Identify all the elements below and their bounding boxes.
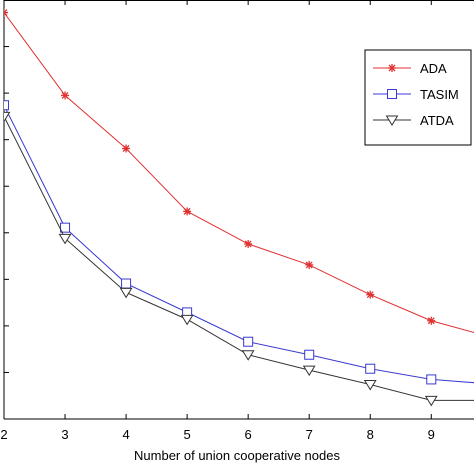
legend-label-tasim: TASIM bbox=[420, 87, 459, 102]
series-tasim bbox=[4, 100, 474, 385]
x-tick-label-3: 3 bbox=[61, 427, 68, 442]
x-tick-label-8: 8 bbox=[367, 427, 374, 442]
legend-item-atda: ATDA bbox=[373, 113, 454, 128]
star-stroke bbox=[4, 11, 8, 17]
star-marker bbox=[122, 144, 131, 153]
star-stroke bbox=[388, 64, 396, 72]
star-stroke bbox=[244, 240, 252, 248]
star-marker bbox=[388, 64, 396, 72]
square-marker bbox=[426, 374, 437, 385]
star-stroke bbox=[122, 145, 130, 152]
triangle-marker bbox=[241, 350, 255, 361]
legend-label-ada: ADA bbox=[420, 61, 447, 76]
star-marker bbox=[4, 8, 8, 17]
legend-item-ada: ADA bbox=[373, 61, 447, 76]
star-stroke bbox=[61, 91, 69, 99]
legend-box bbox=[364, 49, 472, 146]
triangle-marker bbox=[424, 395, 438, 407]
square-marker bbox=[243, 336, 254, 347]
axes bbox=[3, 0, 474, 420]
star-stroke bbox=[4, 9, 8, 14]
square-marker bbox=[304, 349, 315, 360]
legend-item-tasim: TASIM bbox=[373, 87, 459, 102]
square-marker bbox=[60, 222, 71, 233]
square-marker bbox=[387, 89, 397, 99]
star-stroke bbox=[183, 207, 191, 215]
x-tick-label-4: 4 bbox=[122, 427, 129, 442]
x-tick-label-5: 5 bbox=[183, 427, 190, 442]
x-tick-label-7: 7 bbox=[306, 427, 313, 442]
series-ada bbox=[4, 8, 474, 334]
triangle-marker bbox=[302, 365, 316, 377]
star-marker bbox=[305, 260, 314, 269]
star-marker bbox=[61, 91, 70, 100]
x-tick-label-2: 2 bbox=[0, 427, 7, 442]
triangle-marker bbox=[180, 314, 194, 326]
x-tick-label-6: 6 bbox=[245, 427, 252, 442]
series-layer bbox=[4, 8, 474, 407]
triangle-marker bbox=[58, 233, 72, 245]
square-marker bbox=[4, 100, 9, 111]
star-marker bbox=[183, 207, 192, 216]
square-marker bbox=[121, 278, 132, 289]
x-tick-label-9: 9 bbox=[428, 427, 435, 442]
series-atda bbox=[4, 111, 474, 407]
star-stroke bbox=[427, 317, 435, 325]
triangle-marker bbox=[385, 115, 399, 126]
square-marker bbox=[365, 363, 376, 374]
x-tick-labels: 2 3 4 5 6 7 8 9 bbox=[0, 427, 435, 442]
x-axis-label: Number of union cooperative nodes bbox=[134, 448, 340, 463]
star-marker bbox=[427, 316, 436, 325]
legend: ADA TASIM ATDA bbox=[364, 49, 472, 146]
triangle-marker bbox=[4, 111, 11, 123]
star-stroke bbox=[366, 291, 374, 299]
star-marker bbox=[244, 239, 253, 248]
legend-label-atda: ATDA bbox=[420, 113, 454, 128]
triangle-marker bbox=[119, 287, 133, 299]
star-marker bbox=[366, 290, 375, 299]
star-stroke bbox=[305, 261, 313, 269]
triangle-marker bbox=[363, 380, 377, 391]
